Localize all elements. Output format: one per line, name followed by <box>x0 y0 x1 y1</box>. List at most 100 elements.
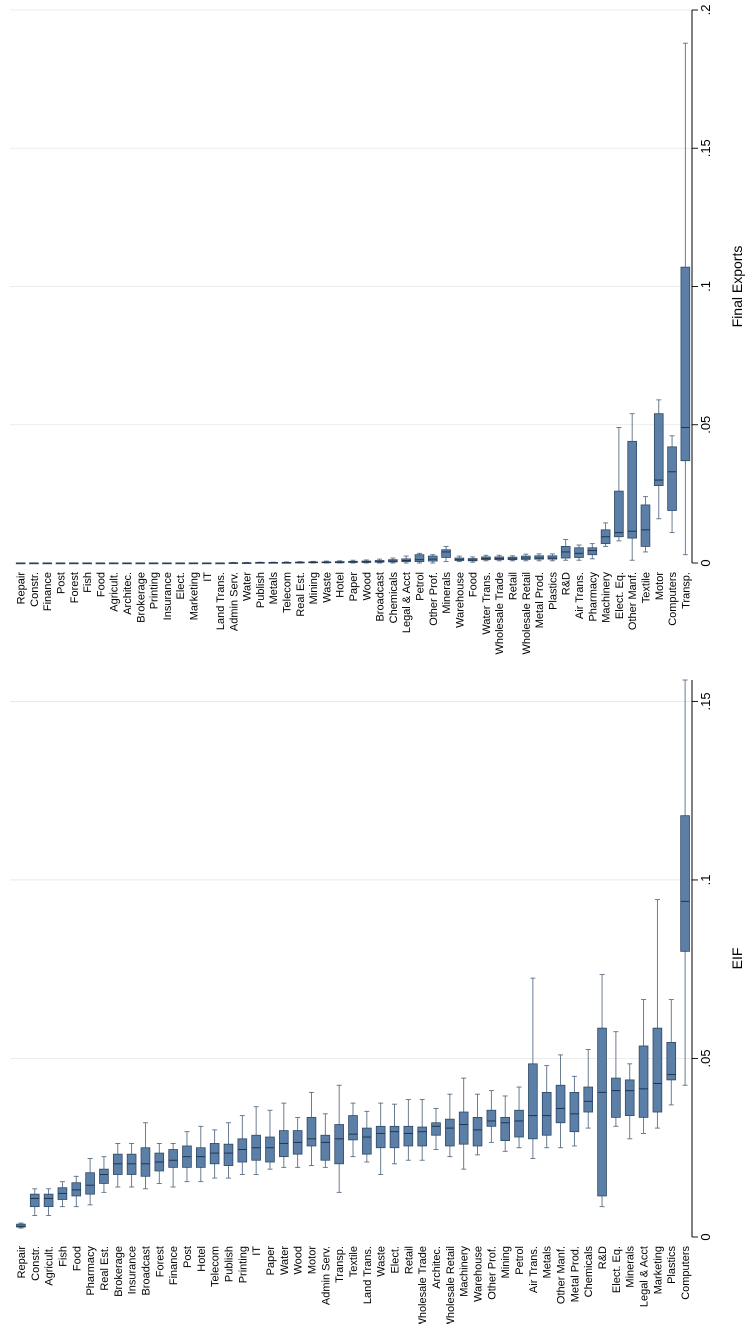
final-exports-category-label: Water <box>242 572 254 601</box>
final-exports-box <box>653 399 664 520</box>
eif-category-label: Metals <box>542 1246 554 1279</box>
eif-category-label: Elect. Eq. <box>611 1246 623 1293</box>
final-exports-category-label: Food <box>468 572 480 597</box>
final-exports-category-label: Food <box>95 572 107 597</box>
eif-box <box>57 1181 68 1208</box>
final-exports-category-label: Constr. <box>29 572 41 607</box>
final-exports-category-label: Land Trans. <box>215 572 227 630</box>
final-exports-box <box>374 558 385 564</box>
eif-box <box>209 1129 220 1179</box>
iqr-box <box>43 1193 54 1208</box>
final-exports-box <box>122 562 132 565</box>
final-exports-box <box>82 562 92 565</box>
final-exports-box <box>42 562 53 565</box>
iqr-box <box>334 1124 344 1165</box>
iqr-box <box>99 1168 109 1184</box>
final-exports-box <box>574 544 584 561</box>
final-exports-category-label: Post <box>56 572 68 594</box>
eif-category-label: Paper <box>265 1246 277 1276</box>
final-exports-ytick-label: .15 <box>698 139 713 157</box>
final-exports-box <box>481 554 491 562</box>
final-exports-category-label: Pharmacy <box>587 572 599 622</box>
eif-box <box>265 1109 275 1170</box>
eif-category-label: IT <box>251 1246 263 1256</box>
iqr-box <box>441 549 451 558</box>
final-exports-box <box>241 561 252 564</box>
eif-box <box>611 1031 621 1127</box>
eif-category-label: Architec. <box>431 1246 443 1289</box>
iqr-box <box>614 490 624 538</box>
eif-category-label: Admin Serv. <box>320 1246 332 1305</box>
final-exports-box <box>188 562 199 565</box>
iqr-box <box>427 555 438 562</box>
eif-box <box>348 1102 358 1158</box>
iqr-box <box>168 1149 178 1168</box>
final-exports-box <box>361 559 372 564</box>
eif-category-label: Telecom <box>210 1246 222 1287</box>
final-exports-category-label: Air Trans. <box>574 572 586 619</box>
eif-box <box>85 1157 95 1206</box>
iqr-box <box>652 1027 663 1113</box>
eif-category-label: Petrol <box>514 1246 526 1275</box>
iqr-box <box>265 1136 275 1163</box>
final-exports-category-label: Motor <box>654 572 666 600</box>
iqr-box <box>389 1125 400 1149</box>
eif-box <box>417 1099 427 1161</box>
iqr-box <box>555 1084 566 1124</box>
final-exports-box <box>215 562 225 565</box>
eif-category-label: Constr. <box>30 1246 42 1281</box>
eif-category-label: Elect. <box>390 1246 402 1274</box>
final-exports-box <box>162 562 172 565</box>
final-exports-category-label: R&D <box>561 572 573 595</box>
eif-category-label: Retail <box>403 1246 415 1274</box>
iqr-box <box>627 440 637 539</box>
final-exports-box <box>521 553 531 562</box>
eif-category-label: Publish <box>223 1246 235 1282</box>
eif-box <box>528 977 538 1159</box>
final-exports-category-label: Wholesale Retail <box>521 572 533 655</box>
final-exports-category-label: Textile <box>640 572 652 603</box>
eif-axis-title: EIF <box>729 948 745 970</box>
eif-box <box>292 1116 303 1168</box>
eif-box <box>624 1063 635 1140</box>
eif-box <box>334 1084 344 1193</box>
eif-box <box>666 999 677 1106</box>
eif-box <box>514 1086 524 1149</box>
eif-category-label: Computers <box>680 1246 692 1300</box>
eif-category-label: Repair <box>16 1246 28 1279</box>
final-exports-category-label: Wood <box>361 572 373 601</box>
eif-ytick-label: .1 <box>698 875 713 886</box>
eif-box <box>251 1106 261 1175</box>
iqr-box <box>472 1116 483 1147</box>
eif-category-label: Other Manf. <box>556 1246 568 1304</box>
eif-category-label: Chemicals <box>583 1246 595 1298</box>
final-exports-category-label: Marketing <box>188 572 200 620</box>
eif-box <box>126 1143 137 1188</box>
final-exports-axis-title: Final Exports <box>729 246 745 328</box>
iqr-box <box>445 1118 455 1147</box>
iqr-box <box>547 555 558 560</box>
final-exports-box <box>201 562 212 565</box>
eif-category-label: Hotel <box>196 1246 208 1272</box>
final-exports-category-label: Elect. <box>175 572 187 600</box>
iqr-box <box>414 554 425 563</box>
eif-category-label: Real Est. <box>99 1246 111 1291</box>
eif-ytick-label: .05 <box>698 1049 713 1067</box>
final-exports-category-label: Agricult. <box>109 572 121 612</box>
iqr-box <box>417 1126 427 1147</box>
final-exports-box <box>95 562 106 565</box>
eif-category-label: Textile <box>348 1246 360 1277</box>
iqr-box <box>500 1116 511 1141</box>
final-exports-category-label: Waste <box>321 572 333 603</box>
iqr-box <box>195 1147 206 1168</box>
final-exports-box <box>228 561 239 564</box>
eif-box <box>458 1077 469 1170</box>
final-exports-box <box>388 557 398 564</box>
final-exports-category-label: Printing <box>149 572 161 609</box>
iqr-box <box>16 1223 26 1228</box>
iqr-box <box>583 1086 594 1113</box>
final-exports-category-label: Elect. Eq. <box>614 572 626 619</box>
final-exports-box <box>148 562 159 565</box>
